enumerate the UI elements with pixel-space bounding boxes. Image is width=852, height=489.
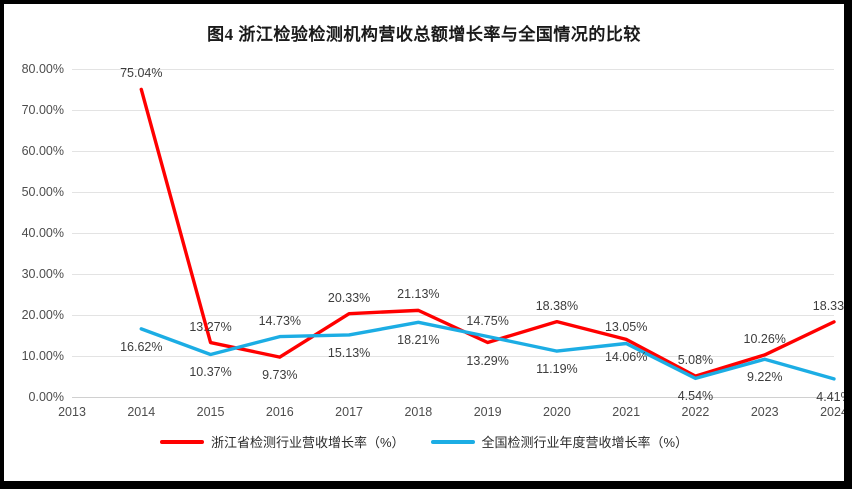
gridline — [72, 356, 834, 357]
x-axis-tick-label: 2021 — [612, 405, 641, 419]
legend-label: 浙江省检测行业营收增长率（%） — [210, 435, 405, 450]
gridline — [72, 274, 834, 275]
y-axis-tick-label: 20.00% — [21, 308, 64, 322]
x-axis-tick-label: 2018 — [404, 405, 433, 419]
gridline — [72, 233, 834, 234]
x-axis-tick-label: 2024 — [820, 405, 844, 419]
x-axis-tick-label: 2016 — [265, 405, 294, 419]
y-axis-tick-label: 40.00% — [21, 226, 64, 240]
gridline — [72, 69, 834, 70]
plot-area: 0.00% 10.00% 20.00% 30.00% 40.00% 50.00% 60.00… — [22, 62, 844, 419]
x-axis-tick-label: 2023 — [750, 405, 779, 419]
legend-line-icon — [430, 439, 475, 444]
x-axis-tick-label: 2019 — [473, 405, 502, 419]
series-lines — [139, 87, 836, 381]
page-title: 图4 浙江检验检测机构营收总额增长率与全国情况的比较 — [207, 25, 641, 44]
x-axis-tick-label: 2017 — [335, 405, 363, 419]
y-axis-tick-label: 30.00% — [21, 267, 64, 281]
gridline — [72, 151, 834, 152]
x-axis-tick-label: 2015 — [196, 405, 225, 419]
legend-line-icon — [159, 439, 204, 444]
legend-item-national[interactable]: 全国检测行业年度营收增长率（%） — [430, 432, 689, 451]
national-series-line — [139, 320, 836, 381]
y-axis-tick-label: 60.00% — [21, 144, 64, 158]
gridline — [72, 315, 834, 316]
y-axis-tick-label: 80.00% — [21, 62, 64, 76]
gridline — [72, 397, 834, 398]
legend-item-zhejiang[interactable]: 浙江省检测行业营收增长率（%） — [159, 432, 405, 451]
y-axis-tick-label: 0.00% — [28, 390, 64, 404]
x-axis-tick-label: 2013 — [58, 405, 86, 419]
x-axis-tick-label: 2014 — [127, 405, 156, 419]
chart-container: 图4 浙江检验检测机构营收总额增长率与全国情况的比较 0.00% 10.00% 20… — [4, 4, 844, 481]
gridline — [72, 192, 834, 193]
x-axis-tick-label: 2022 — [681, 405, 710, 419]
legend-label: 全国检测行业年度营收增长率（%） — [481, 435, 689, 450]
y-axis-tick-label: 10.00% — [21, 349, 64, 363]
chart-legend: 浙江省检测行业营收增长率（%） 全国检测行业年度营收增长率（%） — [4, 432, 844, 451]
y-axis-tick-label: 70.00% — [21, 103, 64, 117]
x-axis-tick-label: 2020 — [543, 405, 571, 419]
gridline — [72, 110, 834, 111]
zhejiang-series-line — [139, 87, 836, 378]
y-axis-tick-label: 50.00% — [21, 185, 64, 199]
